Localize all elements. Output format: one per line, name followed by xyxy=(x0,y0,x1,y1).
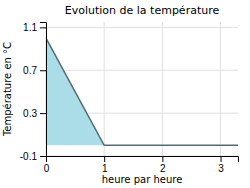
tick-label: 0.3 xyxy=(23,108,37,119)
grid-line xyxy=(104,22,105,156)
grid-line xyxy=(46,27,238,28)
title: Evolution de la température xyxy=(65,4,220,17)
tick-mark xyxy=(40,156,46,157)
tick-label: -0.1 xyxy=(20,151,38,162)
tick: -0.1 xyxy=(20,151,46,162)
tick-mark xyxy=(40,27,46,28)
tick-label: 1.1 xyxy=(23,22,37,33)
y-axis: -0.1 0.3 0.7 1.1 xyxy=(20,22,47,162)
tick: 1 xyxy=(102,156,108,174)
grid xyxy=(46,22,238,156)
marks xyxy=(46,38,238,145)
tick-label: 2 xyxy=(160,163,166,174)
tick-mark xyxy=(162,156,163,162)
tick: 0.7 xyxy=(23,65,46,76)
tick-label: 0 xyxy=(44,163,50,174)
tick-mark xyxy=(40,113,46,114)
axis-line xyxy=(40,23,47,157)
grid-line xyxy=(46,70,238,71)
x-axis-title: heure par heure xyxy=(102,174,183,185)
grid-line xyxy=(162,22,163,156)
chart: 0 1 2 3 -0.1 0.3 0.7 1.1 Evolution de la tempéra… xyxy=(0,0,250,188)
tick: 3 xyxy=(218,156,224,174)
y-axis-title: Température en °C xyxy=(2,42,13,137)
tick-mark xyxy=(104,156,105,162)
tick-label: 0.7 xyxy=(23,65,37,76)
tick: 2 xyxy=(160,156,166,174)
x-axis: 0 1 2 3 xyxy=(44,156,239,174)
tick: 1.1 xyxy=(23,22,46,33)
tick: 0 xyxy=(44,156,50,174)
tick-label: 1 xyxy=(102,163,108,174)
grid-line xyxy=(220,22,221,156)
line xyxy=(46,38,238,145)
tick-label: 3 xyxy=(218,163,224,174)
tick-mark xyxy=(221,156,222,162)
plot: 0 1 2 3 -0.1 0.3 0.7 1.1 xyxy=(20,22,239,174)
area xyxy=(46,38,238,145)
axis-line xyxy=(47,157,239,163)
tick-mark xyxy=(40,70,46,71)
tick: 0.3 xyxy=(23,108,46,119)
